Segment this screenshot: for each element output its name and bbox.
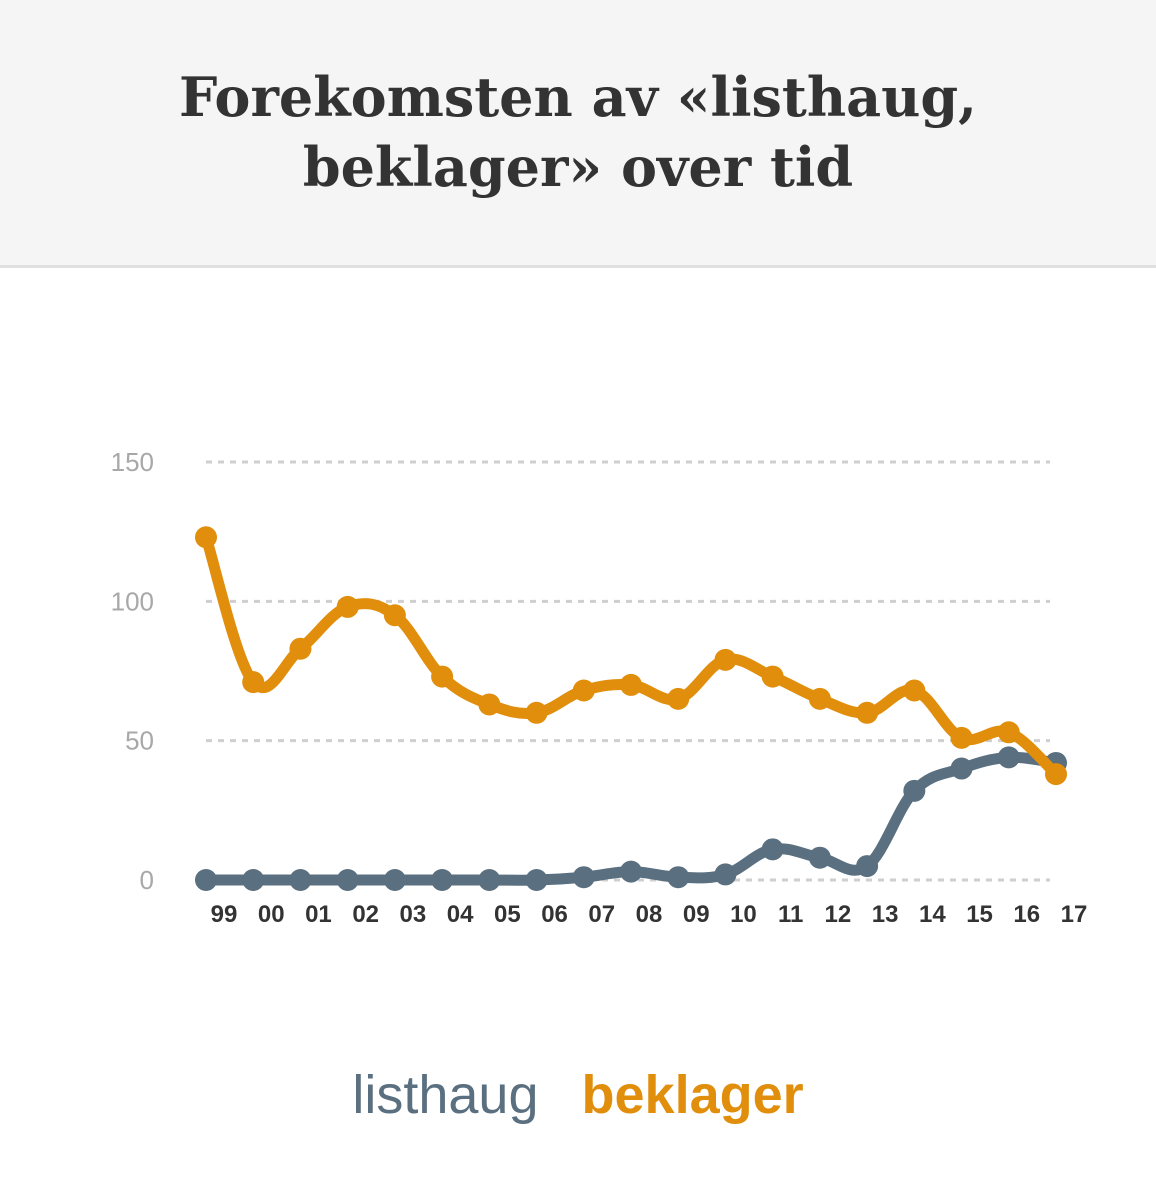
x-tick-label: 12	[825, 901, 852, 928]
data-point-beklager	[195, 526, 217, 549]
data-point-beklager	[903, 679, 926, 702]
x-tick-label: 05	[494, 901, 521, 928]
data-point-beklager	[336, 595, 359, 618]
data-point-beklager	[1045, 763, 1067, 786]
data-point-beklager	[761, 665, 784, 688]
data-point-beklager	[289, 637, 312, 660]
x-tick-label: 11	[778, 901, 803, 928]
x-tick-label: 07	[588, 901, 615, 928]
data-point-beklager	[856, 701, 879, 724]
x-tick-label: 06	[541, 901, 568, 928]
data-point-listhaug	[856, 855, 879, 878]
x-tick-label: 14	[919, 901, 946, 928]
data-point-beklager	[667, 687, 690, 710]
series-listhaug	[195, 746, 1067, 891]
data-point-listhaug	[383, 869, 406, 891]
x-tick-label: 99	[211, 901, 238, 928]
data-point-listhaug	[572, 866, 595, 889]
series-beklager	[195, 526, 1067, 786]
page-title: Forekomsten av «listhaug, beklager» over…	[0, 62, 1156, 202]
grid-lines	[206, 460, 1050, 882]
data-point-beklager	[714, 648, 737, 671]
y-tick-label: 150	[111, 447, 154, 477]
legend-item-listhaug: listhaug	[352, 1065, 539, 1125]
x-tick-label: 09	[683, 901, 710, 928]
data-point-beklager	[997, 721, 1020, 744]
data-point-listhaug	[336, 869, 359, 891]
data-point-listhaug	[761, 838, 784, 861]
data-point-beklager	[242, 671, 265, 694]
y-tick-label: 0	[140, 865, 154, 895]
data-point-beklager	[950, 726, 973, 749]
legend-item-beklager: beklager	[581, 1065, 804, 1125]
x-tick-label: 04	[447, 901, 474, 928]
title-line-2: beklager» over tid	[302, 135, 854, 199]
title-line-1: Forekomsten av «listhaug,	[179, 65, 977, 129]
x-tick-label: 01	[305, 901, 332, 928]
y-tick-label: 50	[125, 726, 154, 756]
data-point-listhaug	[195, 869, 217, 891]
data-point-listhaug	[808, 846, 831, 869]
data-point-listhaug	[903, 779, 926, 802]
data-point-listhaug	[431, 869, 454, 891]
data-point-listhaug	[667, 866, 690, 889]
data-point-beklager	[572, 679, 595, 702]
data-point-beklager	[383, 604, 406, 627]
x-tick-label: 00	[258, 901, 285, 928]
data-point-beklager	[808, 687, 831, 710]
data-point-beklager	[620, 673, 642, 696]
x-tick-label: 15	[966, 901, 993, 928]
x-tick-label: 02	[352, 901, 379, 928]
x-tick-label: 03	[400, 901, 427, 928]
data-point-listhaug	[714, 863, 737, 886]
data-point-listhaug	[242, 869, 265, 891]
x-tick-label: 08	[636, 901, 663, 928]
x-tick-label: 16	[1013, 901, 1040, 928]
data-point-beklager	[525, 701, 548, 724]
x-axis-ticks: 99 00 01 02 03 04 05 06 07 08 09 10 11 12 13 14 15 16 17	[211, 901, 1088, 928]
data-point-listhaug	[478, 869, 501, 891]
x-tick-label: 17	[1061, 901, 1088, 928]
x-tick-label: 10	[730, 901, 757, 928]
data-point-listhaug	[950, 757, 973, 780]
data-point-beklager	[478, 693, 501, 716]
data-point-listhaug	[525, 869, 548, 891]
line-chart: 0 50 100 150 99 00 01 02 03 04 05 06 07 08 09 10 11 12 13…	[111, 447, 1088, 928]
y-tick-label: 100	[111, 586, 154, 616]
x-tick-label: 13	[872, 901, 899, 928]
data-point-listhaug	[997, 746, 1020, 769]
header: Forekomsten av «listhaug, beklager» over…	[0, 0, 1156, 268]
data-point-beklager	[431, 665, 454, 688]
y-axis-ticks: 0 50 100 150	[111, 447, 154, 895]
data-point-listhaug	[289, 869, 312, 891]
data-point-listhaug	[620, 860, 642, 883]
series-line-beklager	[200, 531, 1062, 780]
legend: listhaug beklager	[0, 1060, 1156, 1130]
series-group	[195, 526, 1067, 891]
